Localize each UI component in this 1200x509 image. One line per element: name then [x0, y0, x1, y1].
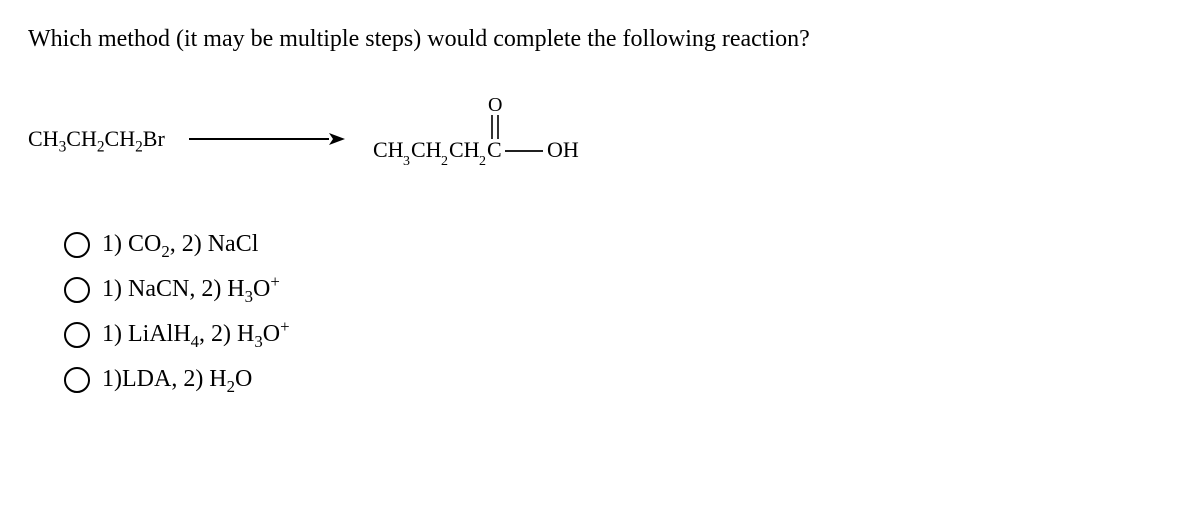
- option-label: 1) LiAlH4, 2) H3O+: [102, 321, 290, 348]
- option-label: 1)LDA, 2) H2O: [102, 366, 252, 393]
- svg-text:OH: OH: [547, 137, 579, 162]
- question-text: Which method (it may be multiple steps) …: [28, 24, 1172, 55]
- option-1[interactable]: 1) CO2, 2) NaCl: [64, 231, 1172, 258]
- option-label: 1) CO2, 2) NaCl: [102, 231, 258, 258]
- radio-icon[interactable]: [64, 322, 90, 348]
- svg-text:CH: CH: [411, 137, 442, 162]
- svg-text:O: O: [488, 95, 502, 116]
- product-formula: CH 3 CH 2 CH 2 C O OH: [373, 95, 633, 183]
- svg-text:CH: CH: [373, 137, 404, 162]
- svg-text:2: 2: [479, 154, 486, 169]
- radio-icon[interactable]: [64, 232, 90, 258]
- options-group: 1) CO2, 2) NaCl 1) NaCN, 2) H3O+ 1) LiAl…: [64, 231, 1172, 393]
- reaction-scheme: CH3CH2CH2Br CH 3 CH 2 CH 2 C O OH: [28, 95, 1172, 183]
- svg-text:3: 3: [403, 154, 410, 169]
- option-label: 1) NaCN, 2) H3O+: [102, 276, 280, 303]
- option-3[interactable]: 1) LiAlH4, 2) H3O+: [64, 321, 1172, 348]
- svg-text:2: 2: [441, 154, 448, 169]
- radio-icon[interactable]: [64, 277, 90, 303]
- option-2[interactable]: 1) NaCN, 2) H3O+: [64, 276, 1172, 303]
- radio-icon[interactable]: [64, 367, 90, 393]
- option-4[interactable]: 1)LDA, 2) H2O: [64, 366, 1172, 393]
- reactant-formula: CH3CH2CH2Br: [28, 126, 165, 152]
- svg-text:C: C: [487, 137, 502, 162]
- reaction-arrow: [189, 129, 349, 149]
- svg-text:CH: CH: [449, 137, 480, 162]
